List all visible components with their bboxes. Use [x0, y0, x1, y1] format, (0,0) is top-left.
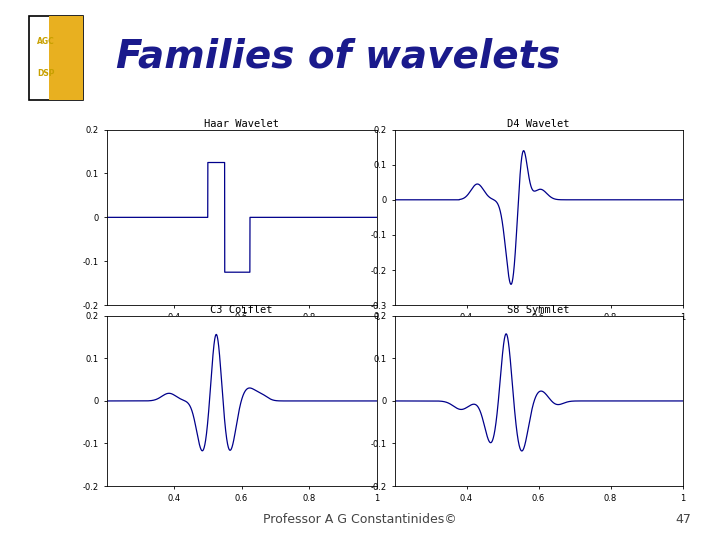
Title: S8 Symmlet: S8 Symmlet — [508, 305, 570, 315]
Title: Haar Wavelet: Haar Wavelet — [204, 119, 279, 129]
Text: AGC: AGC — [37, 37, 55, 46]
Text: 47: 47 — [675, 512, 691, 526]
Text: Families of wavelets: Families of wavelets — [117, 38, 561, 76]
Bar — [49, 16, 83, 100]
Text: DSP: DSP — [37, 69, 55, 78]
Title: C3 Coiflet: C3 Coiflet — [210, 305, 273, 315]
Text: Professor A G Constantinides©: Professor A G Constantinides© — [263, 512, 457, 526]
Title: D4 Wavelet: D4 Wavelet — [508, 119, 570, 129]
